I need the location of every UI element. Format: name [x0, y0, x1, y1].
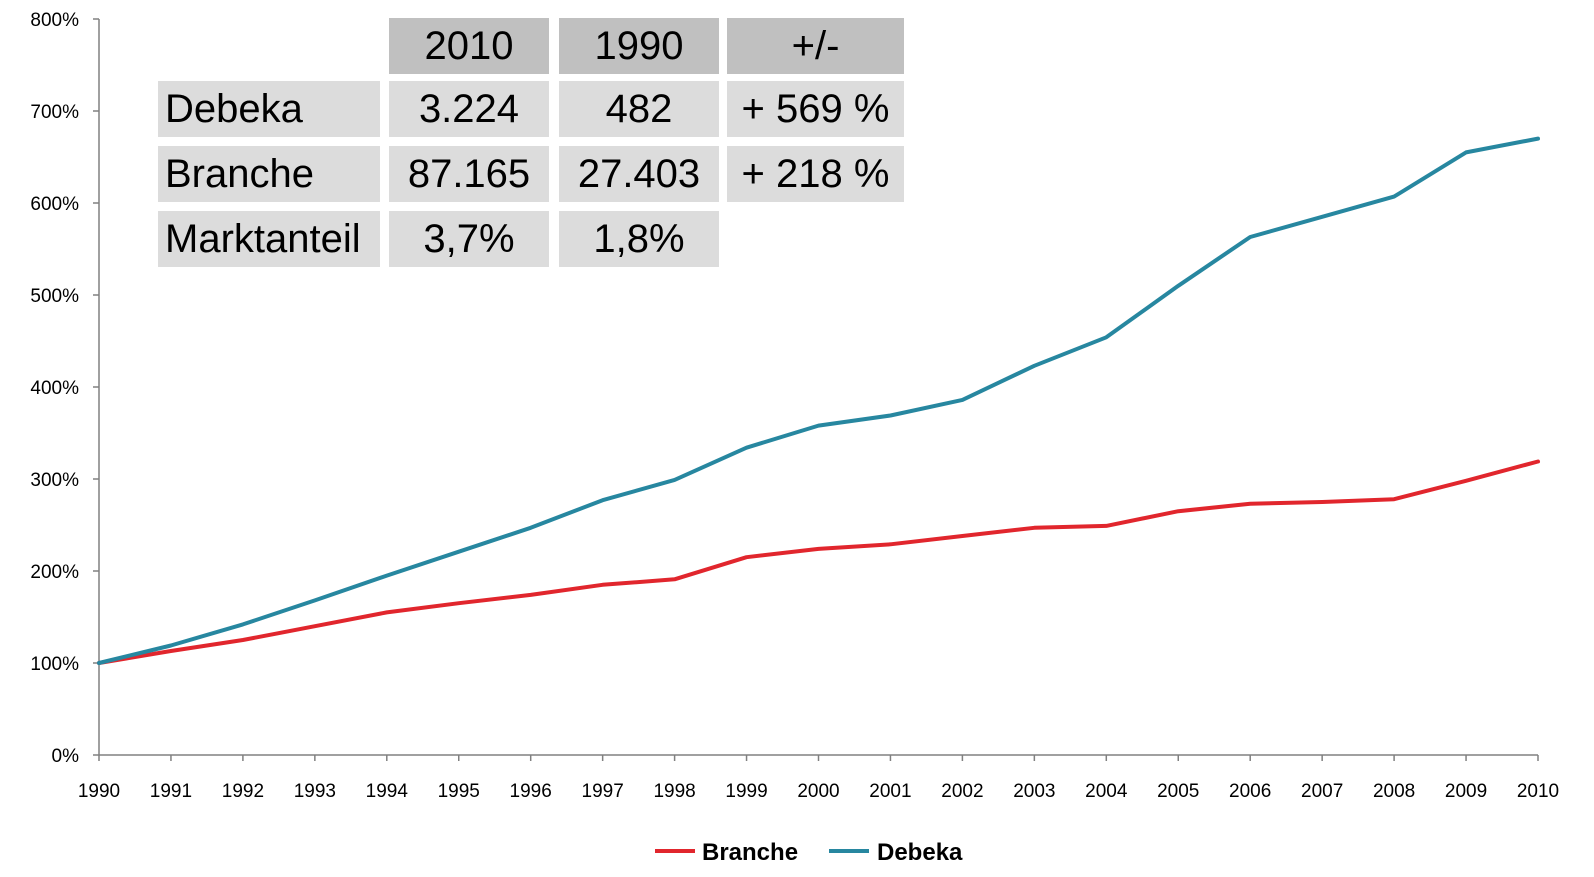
series-lines — [97, 136, 1540, 665]
table-header-cell: 1990 — [559, 18, 719, 74]
y-tick-label: 300% — [30, 470, 79, 491]
x-tick-label: 2004 — [1085, 781, 1128, 802]
x-tick-label: 1999 — [725, 781, 767, 802]
y-axis: 0% 100% 200% 300% 400% 500% 600% 700% 800% — [30, 10, 99, 767]
legend-label-branche: Branche — [702, 839, 798, 866]
table-cell: + 569 % — [727, 81, 904, 137]
table-cell: 1,8% — [559, 211, 719, 267]
table-row-label: Debeka — [158, 81, 380, 137]
legend: Branche Debeka — [655, 839, 963, 866]
x-tick-label: 2005 — [1157, 781, 1199, 802]
y-tick-label: 500% — [30, 286, 79, 307]
x-tick-label: 2003 — [1013, 781, 1055, 802]
series-line-debeka — [97, 136, 1540, 665]
x-tick-label: 2008 — [1373, 781, 1415, 802]
table-header-cell: 2010 — [389, 18, 549, 74]
x-tick-label: 1991 — [150, 781, 192, 802]
x-tick-label: 2006 — [1229, 781, 1271, 802]
x-tick-label: 2009 — [1445, 781, 1487, 802]
x-tick-label: 1994 — [366, 781, 409, 802]
x-tick-label: 1997 — [582, 781, 624, 802]
x-tick-label: 2000 — [797, 781, 839, 802]
x-tick-label: 2002 — [941, 781, 983, 802]
x-tick-label: 1998 — [653, 781, 695, 802]
x-tick-label: 2001 — [869, 781, 911, 802]
table-cell: 482 — [559, 81, 719, 137]
x-tick-label: 1990 — [78, 781, 120, 802]
table-cell: 3.224 — [389, 81, 549, 137]
y-tick-label: 400% — [30, 378, 79, 399]
table-cell: 87.165 — [389, 146, 549, 202]
table-header-cell: +/- — [727, 18, 904, 74]
table-cell: + 218 % — [727, 146, 904, 202]
table-row-label: Marktanteil — [158, 211, 380, 267]
x-tick-label: 1995 — [438, 781, 480, 802]
summary-table: 2010 1990 +/- Debeka 3.224 482 + 569 % Branche 8… — [158, 18, 904, 268]
y-tick-label: 800% — [30, 10, 79, 31]
series-line-branche — [97, 459, 1540, 665]
x-tick-label: 2010 — [1517, 781, 1559, 802]
legend-label-debeka: Debeka — [877, 839, 963, 866]
y-tick-label: 100% — [30, 654, 79, 675]
x-tick-label: 1992 — [222, 781, 264, 802]
y-tick-label: 700% — [30, 102, 79, 123]
table-row-label: Branche — [158, 146, 380, 202]
table-cell: 27.403 — [559, 146, 719, 202]
y-tick-label: 600% — [30, 194, 79, 215]
x-axis: 1990 1991 1992 1993 1994 1995 1996 1997 1998 1999… — [78, 755, 1559, 802]
y-tick-label: 0% — [52, 746, 80, 767]
table-cell: 3,7% — [389, 211, 549, 267]
x-tick-label: 1996 — [510, 781, 552, 802]
x-tick-label: 1993 — [294, 781, 336, 802]
y-tick-label: 200% — [30, 562, 79, 583]
x-tick-label: 2007 — [1301, 781, 1343, 802]
